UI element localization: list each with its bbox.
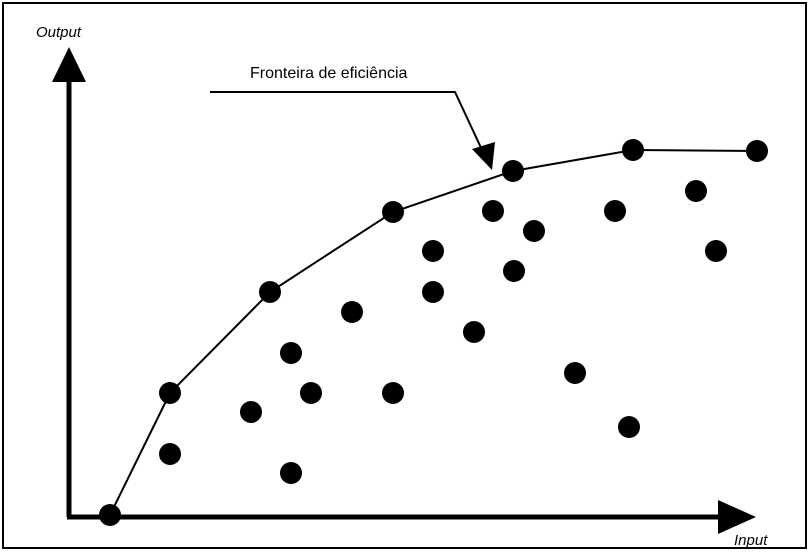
interior-point	[280, 462, 302, 484]
frontier-point	[746, 140, 768, 162]
x-axis-arrowhead	[718, 500, 756, 534]
x-axis-label: Input	[734, 532, 768, 549]
frontier-arrowhead	[472, 142, 495, 170]
interior-point	[618, 416, 640, 438]
interior-point	[463, 321, 485, 343]
interior-point	[523, 220, 545, 242]
interior-point	[382, 382, 404, 404]
interior-point	[240, 401, 262, 423]
frontier-point	[99, 504, 121, 526]
interior-point	[422, 240, 444, 262]
interior-point	[341, 301, 363, 323]
interior-point	[564, 362, 586, 384]
interior-point	[604, 200, 626, 222]
interior-point	[300, 382, 322, 404]
interior-point	[280, 342, 302, 364]
frontier-points	[99, 139, 768, 526]
interior-point	[482, 200, 504, 222]
interior-point	[422, 281, 444, 303]
frontier-leader-line	[210, 91, 484, 153]
frontier-point	[622, 139, 644, 161]
y-axis-label: Output	[36, 24, 82, 41]
frontier-point	[259, 281, 281, 303]
y-axis-arrowhead	[52, 47, 86, 82]
frontier-point	[159, 382, 181, 404]
frontier-label: Fronteira de eficiência	[250, 65, 408, 82]
interior-point	[685, 180, 707, 202]
interior-point	[503, 260, 525, 282]
frontier-point	[502, 160, 524, 182]
interior-points	[159, 180, 727, 484]
frontier-point	[382, 201, 404, 223]
interior-point	[705, 240, 727, 262]
interior-point	[159, 443, 181, 465]
